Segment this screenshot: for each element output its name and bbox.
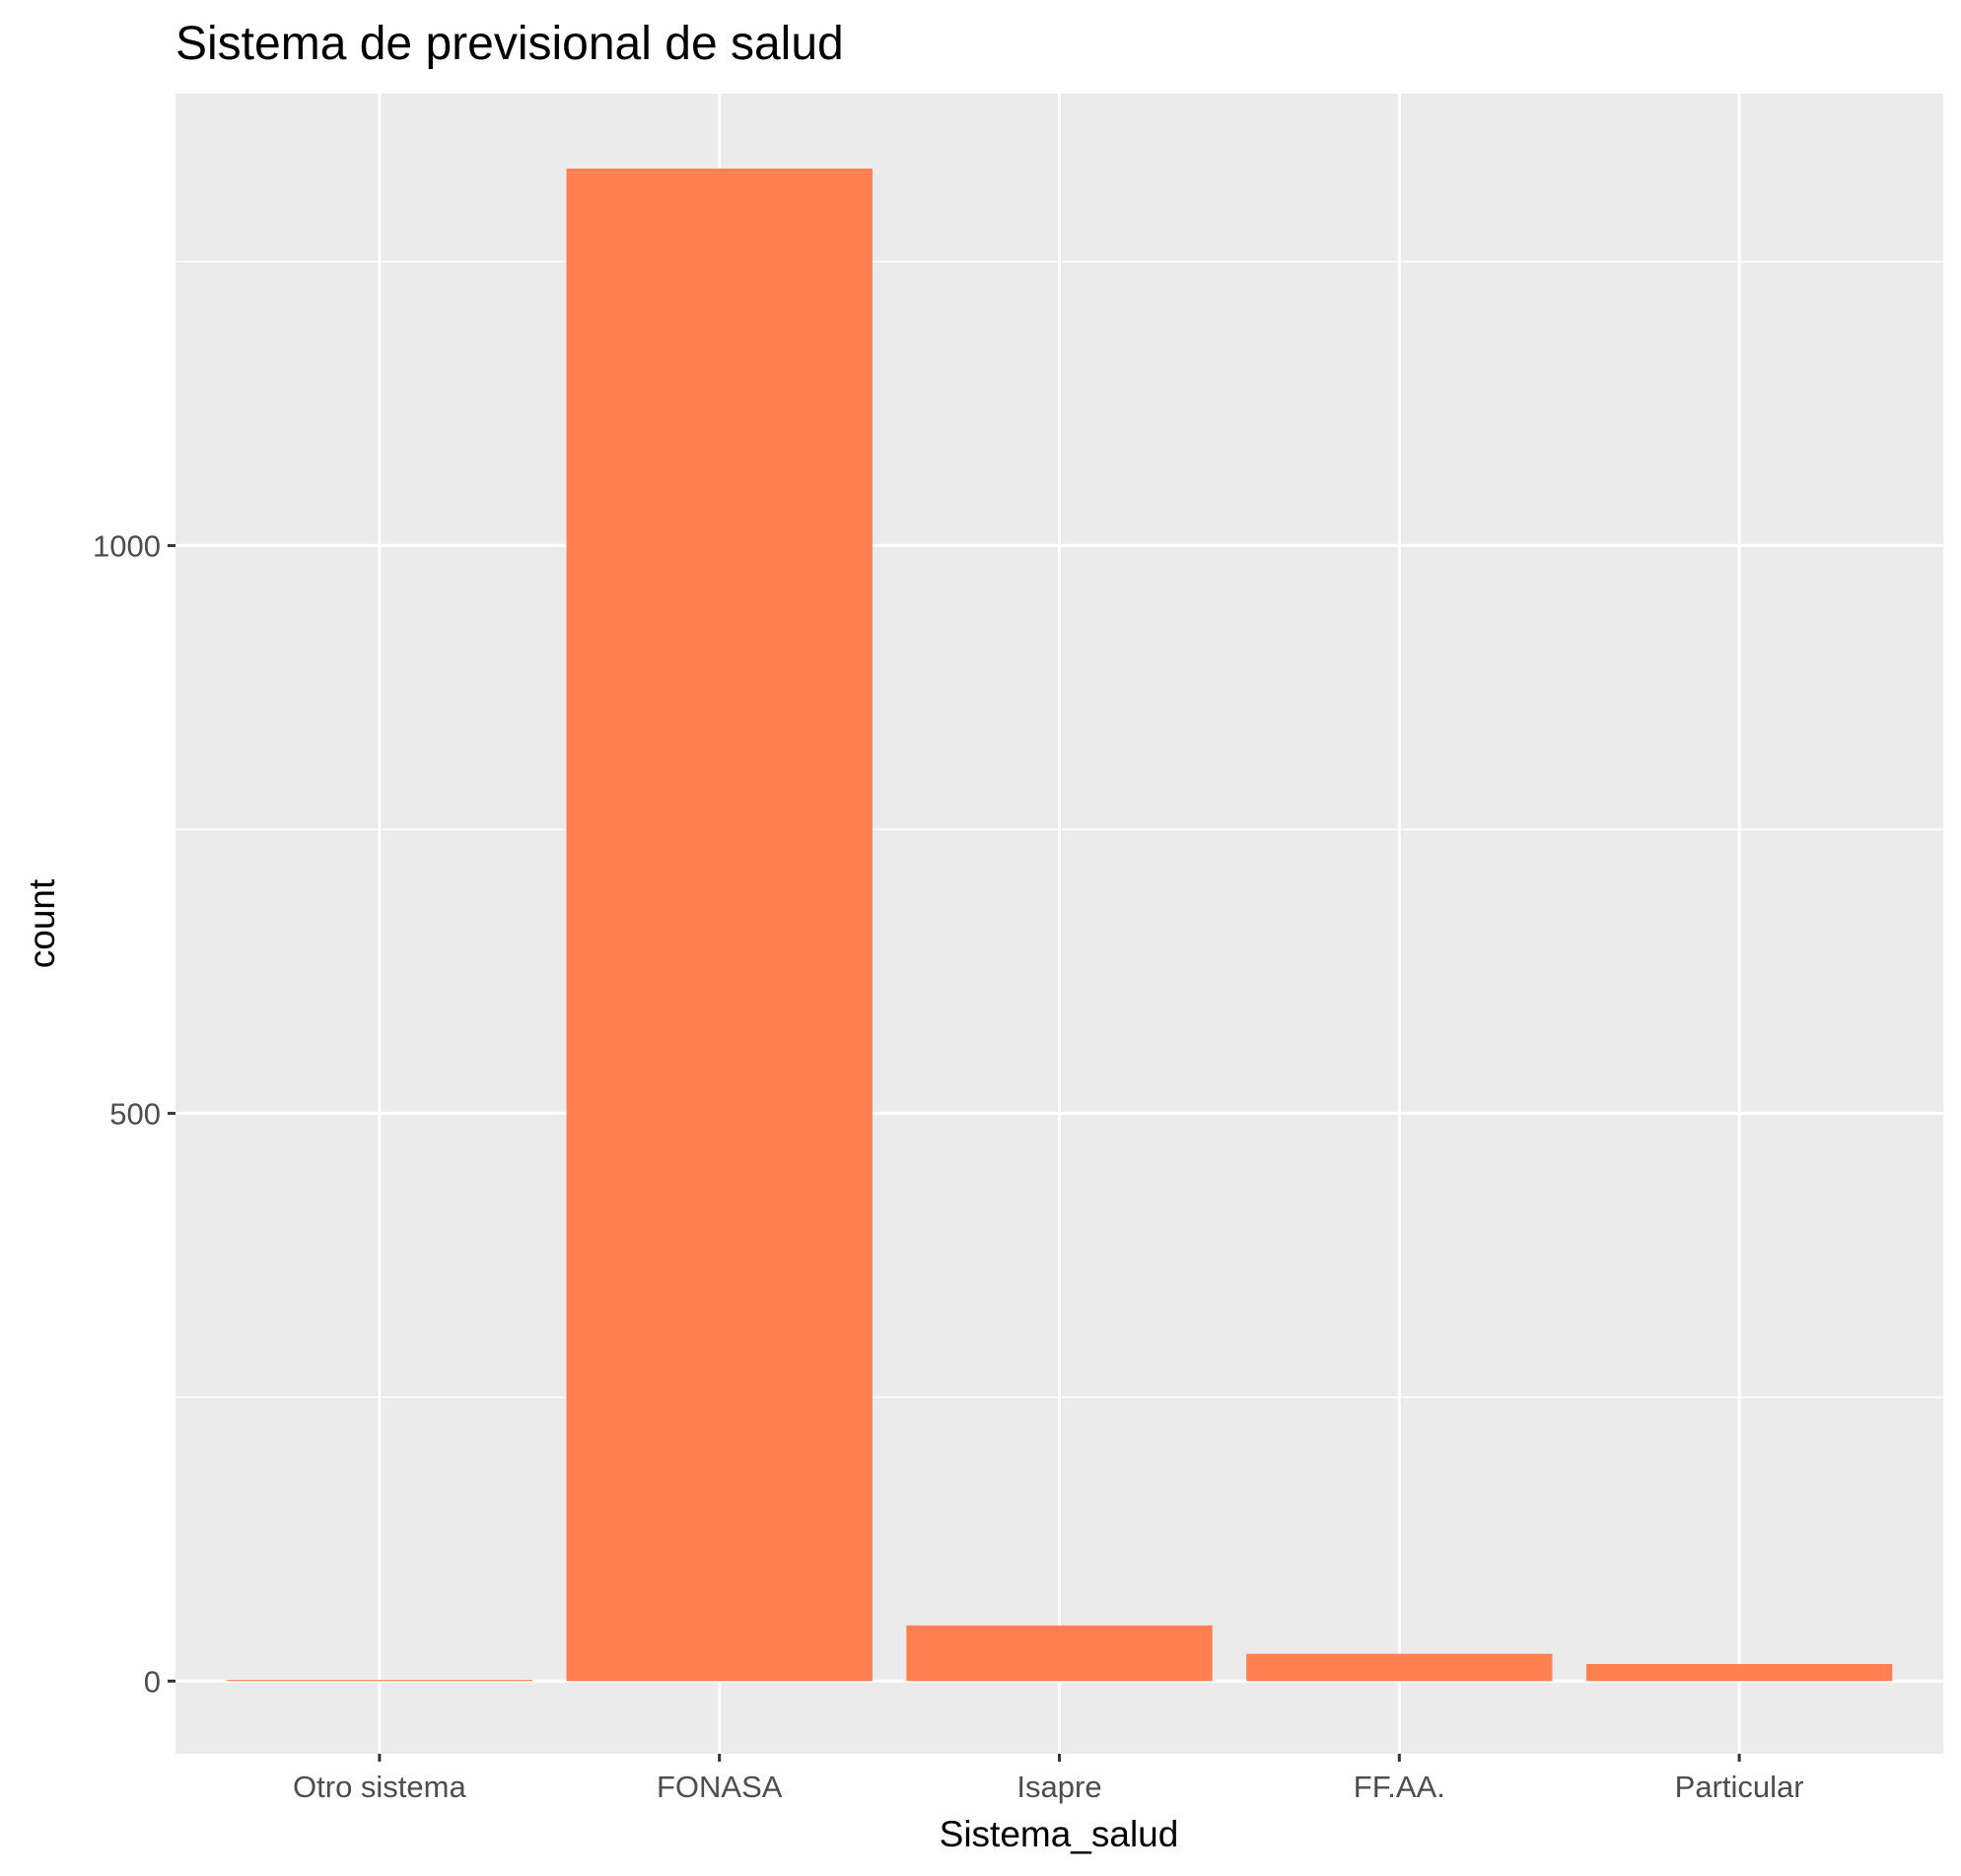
x-tick-label-2: Isapre — [1016, 1770, 1101, 1804]
x-tick-label-4: Particular — [1675, 1770, 1804, 1804]
x-axis-label: Sistema_salud — [940, 1814, 1179, 1854]
y-tick-label-0: 0 — [144, 1664, 161, 1699]
bar-3 — [1246, 1653, 1553, 1682]
bar-1 — [566, 169, 873, 1682]
chart-title: Sistema de previsional de salud — [175, 18, 844, 70]
x-tick-label-1: FONASA — [657, 1770, 783, 1804]
x-tick-label-3: FF.AA. — [1354, 1770, 1445, 1804]
bars — [226, 169, 1893, 1682]
y-tick-label-1: 500 — [109, 1096, 161, 1131]
axes: 0 500 1000 Otro sistema FONASA Isapre FF.AA. Pa… — [93, 528, 1804, 1804]
y-axis-label: count — [22, 878, 62, 968]
y-tick-label-2: 1000 — [93, 528, 161, 563]
bar-4 — [1585, 1664, 1893, 1682]
x-tick-label-0: Otro sistema — [293, 1770, 466, 1804]
bar-2 — [906, 1625, 1213, 1682]
bar-0 — [226, 1680, 533, 1682]
